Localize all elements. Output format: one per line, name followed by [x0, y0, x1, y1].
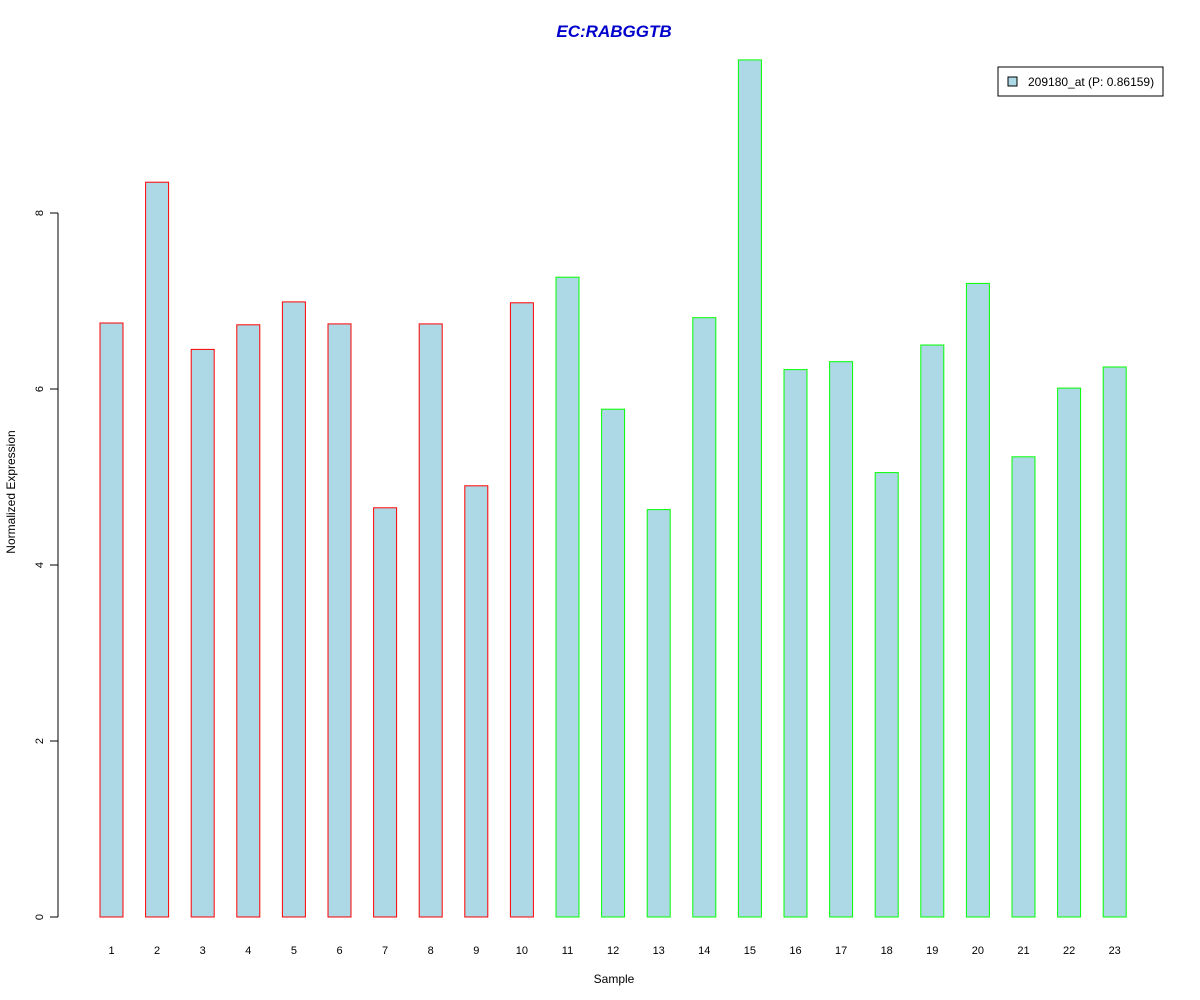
- bar-sample-12: [601, 408, 626, 918]
- x-tick-label: 12: [607, 945, 619, 957]
- bar-sample-11: [555, 276, 580, 918]
- bar-sample-1: [99, 322, 124, 918]
- x-tick-label: 23: [1109, 945, 1121, 957]
- chart-title: EC:RABGGTB: [556, 22, 671, 41]
- bar-sample-8: [418, 323, 443, 918]
- legend-box: [997, 66, 1164, 97]
- x-tick-label: 14: [698, 945, 710, 957]
- legend: 209180_at (P: 0.86159): [997, 66, 1164, 97]
- x-tick-label: 9: [473, 945, 479, 957]
- bar-sample-15: [737, 59, 762, 918]
- x-tick-label: 6: [336, 945, 342, 957]
- x-tick-label: 18: [881, 945, 893, 957]
- x-tick-label: 7: [382, 945, 388, 957]
- y-tick-label: 0: [34, 914, 46, 920]
- bar-sample-10: [509, 302, 534, 918]
- bar-sample-19: [920, 344, 945, 918]
- bar-sample-14: [692, 317, 717, 918]
- y-tick-label: 4: [34, 562, 46, 568]
- y-tick-label: 8: [34, 210, 46, 216]
- legend-label: 209180_at (P: 0.86159): [1028, 75, 1154, 89]
- y-axis-label: Normalized Expression: [4, 430, 18, 553]
- bar-sample-2: [145, 181, 170, 918]
- bar-sample-22: [1057, 387, 1082, 918]
- x-tick-label: 3: [200, 945, 206, 957]
- bar-sample-18: [874, 472, 899, 918]
- x-tick-label: 10: [516, 945, 528, 957]
- bar-sample-23: [1102, 366, 1127, 918]
- x-tick-label: 22: [1063, 945, 1075, 957]
- bar-sample-13: [646, 509, 671, 918]
- x-tick-label: 19: [926, 945, 938, 957]
- x-tick-label: 13: [653, 945, 665, 957]
- x-tick-label: 4: [245, 945, 251, 957]
- bar-sample-16: [783, 369, 808, 918]
- bar-sample-6: [327, 323, 352, 918]
- bar-sample-17: [829, 361, 854, 918]
- x-axis-label: Sample: [594, 972, 635, 986]
- bar-sample-21: [1011, 456, 1036, 918]
- x-tick-label: 2: [154, 945, 160, 957]
- legend-swatch: [1007, 76, 1018, 87]
- bar-sample-3: [190, 348, 215, 918]
- y-axis: 0 2 4 6 8: [34, 210, 59, 920]
- x-axis-tick-labels: 1 2 3 4 5 6 7 8 9 10 11 12 13 14 15 16 17 18 19 20 21 22 23: [108, 945, 1120, 957]
- bar-sample-20: [965, 282, 990, 918]
- x-tick-label: 8: [428, 945, 434, 957]
- x-tick-label: 5: [291, 945, 297, 957]
- y-tick-label: 6: [34, 386, 46, 392]
- bar-sample-4: [236, 324, 261, 918]
- x-tick-label: 21: [1017, 945, 1029, 957]
- bar-sample-7: [373, 507, 398, 918]
- x-tick-label: 16: [789, 945, 801, 957]
- y-tick-label: 2: [34, 738, 46, 744]
- x-tick-label: 15: [744, 945, 756, 957]
- bar-sample-9: [464, 485, 489, 918]
- x-tick-label: 1: [108, 945, 114, 957]
- x-tick-label: 17: [835, 945, 847, 957]
- x-tick-label: 20: [972, 945, 984, 957]
- x-tick-label: 11: [562, 945, 573, 957]
- bar-sample-5: [281, 301, 306, 918]
- bars-group: [99, 59, 1127, 918]
